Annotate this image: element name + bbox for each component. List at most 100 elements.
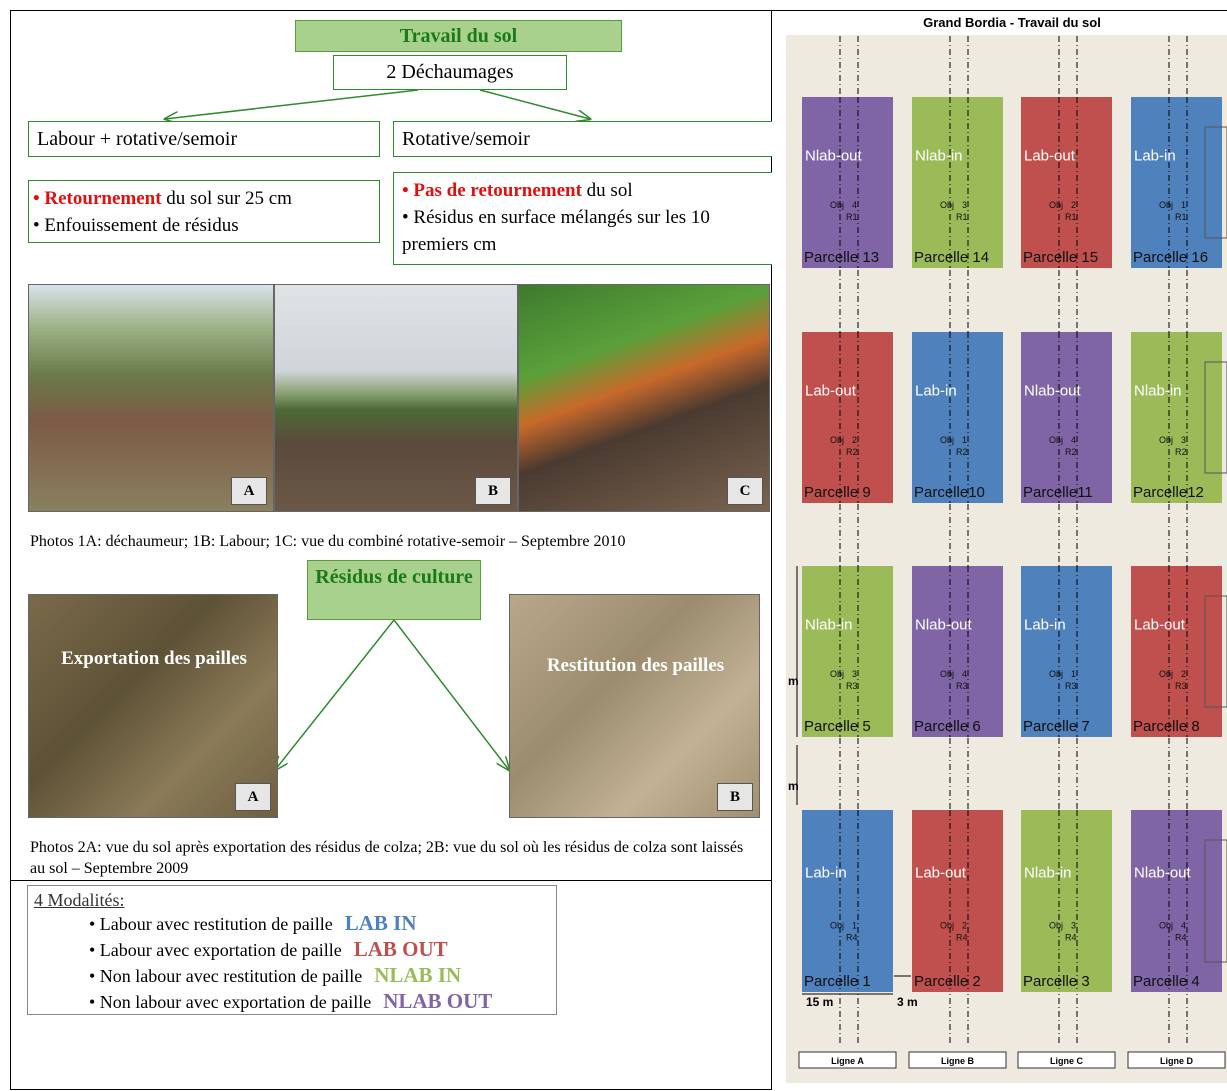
rep: R4: [1065, 932, 1077, 942]
plot: [912, 97, 1003, 268]
plot-label: Parcelle 13: [804, 249, 879, 266]
photo: C: [518, 284, 770, 512]
line-label: Ligne D: [1160, 1056, 1193, 1066]
obj-label: Obj: [830, 200, 844, 210]
plot-label: Parcelle 14: [914, 249, 989, 266]
plot: [1131, 566, 1222, 737]
obj-label: Obj: [1159, 435, 1173, 445]
plot: [1021, 810, 1112, 992]
plot-name: Nlab-in: [1134, 382, 1182, 399]
dim-label: m: [788, 779, 799, 793]
modalite-text: • Labour avec restitution de paille: [89, 914, 333, 934]
plot: [802, 566, 893, 737]
plot: [1131, 97, 1222, 268]
rep: R1: [1175, 212, 1187, 222]
rep: R2: [846, 447, 858, 457]
modalite-code: LAB IN: [344, 911, 417, 935]
obj-label: Obj: [1049, 435, 1063, 445]
arrows: [0, 89, 772, 880]
branch-left: Labour + rotative/semoir: [28, 121, 380, 157]
rep: R1: [956, 212, 968, 222]
obj-label: Obj: [830, 669, 844, 679]
plan: Grand Bordia - Travail du sol Nlab-out Ob…: [788, 15, 1227, 1069]
plot-name: Nlab-out: [1024, 382, 1082, 399]
plot-label: Parcelle 7: [1023, 718, 1090, 735]
edge-box: [1204, 839, 1227, 963]
plot-label: Parcelle 1: [804, 973, 871, 990]
plot: [802, 97, 893, 268]
bullet: •: [402, 180, 414, 201]
dim-label: m: [788, 674, 799, 688]
obj-label: Obj: [940, 435, 954, 445]
photo-label: A: [231, 477, 267, 505]
plot-name: Lab-out: [915, 864, 967, 881]
top-edge: [772, 10, 1227, 11]
photo-label: B: [717, 783, 753, 811]
obj-label: Obj: [1049, 200, 1063, 210]
bullet: •: [33, 188, 45, 209]
divider: [10, 880, 772, 881]
plot-label: Parcelle 3: [1023, 973, 1090, 990]
subtitle: 2 Déchaumages: [333, 55, 567, 90]
edge-box: [1204, 595, 1227, 708]
obj-number: 2: [1181, 669, 1186, 679]
edge-box: [1204, 361, 1227, 474]
desc-item: • Pas de retournement du sol: [402, 177, 772, 204]
plot-label: Parcelle 8: [1133, 718, 1200, 735]
rep: R2: [1175, 447, 1187, 457]
line-label: Ligne C: [1050, 1056, 1083, 1066]
plot: [802, 332, 893, 503]
photo-overlay: Exportation des pailles: [61, 648, 247, 669]
modalites-title: 4 Modalités:: [34, 890, 125, 910]
modalite-code: NLAB OUT: [383, 989, 493, 1013]
obj-number: 1: [852, 920, 857, 930]
plot: [1131, 332, 1222, 503]
plot-name: Lab-out: [805, 382, 857, 399]
photo: B: [274, 284, 518, 512]
obj-number: 1: [1071, 669, 1076, 679]
left-frame: [10, 10, 772, 1090]
edge-box: [1204, 126, 1227, 239]
plot: [802, 810, 893, 992]
desc-left: • Retournement du sol sur 25 cm • Enfoui…: [28, 180, 380, 243]
desc-item: • Enfouissement de résidus: [33, 215, 239, 236]
plan-title: Grand Bordia - Travail du sol: [923, 15, 1101, 30]
obj-label: Obj: [1159, 200, 1173, 210]
plot-label: Parcelle 2: [914, 973, 981, 990]
rep: R3: [846, 681, 858, 691]
plot-name: Lab-out: [1024, 147, 1076, 164]
plot: [912, 810, 1003, 992]
plot: [912, 566, 1003, 737]
obj-number: 4: [962, 669, 967, 679]
obj-number: 2: [1071, 200, 1076, 210]
plot: [912, 332, 1003, 503]
emphasis: Pas de retournement: [413, 180, 582, 201]
photo: Exportation des pailles A: [28, 594, 278, 818]
line-box: [908, 1051, 1007, 1069]
desc-item: • Résidus en surface mélangés sur les 10…: [402, 207, 710, 255]
caption: Photos 2A: vue du sol après exportation …: [30, 839, 744, 877]
obj-number: 2: [852, 435, 857, 445]
plot-label: Parcelle 4: [1133, 973, 1200, 990]
line-box: [1017, 1051, 1116, 1069]
modalite-text: • Non labour avec restitution de paille: [89, 966, 363, 986]
plot-name: Nlab-out: [1134, 864, 1192, 881]
rep: R3: [956, 681, 968, 691]
modalite-code: LAB OUT: [353, 937, 448, 961]
obj-number: 3: [962, 200, 967, 210]
rep: R1: [1065, 212, 1077, 222]
modalites: 4 Modalités: • Labour avec restitution d…: [27, 885, 557, 1015]
modalite: • Labour avec restitution de paille LAB I…: [89, 911, 550, 937]
obj-label: Obj: [1049, 920, 1063, 930]
obj-label: Obj: [830, 435, 844, 445]
obj-label: Obj: [940, 669, 954, 679]
obj-number: 3: [852, 669, 857, 679]
rep: R2: [956, 447, 968, 457]
title: Travail du sol: [295, 20, 622, 52]
plot-name: Lab-in: [1134, 147, 1176, 164]
obj-label: Obj: [1049, 669, 1063, 679]
modalite-text: • Non labour avec exportation de paille: [89, 992, 372, 1012]
rep: R4: [1175, 932, 1187, 942]
plot-name: Nlab-out: [805, 147, 863, 164]
